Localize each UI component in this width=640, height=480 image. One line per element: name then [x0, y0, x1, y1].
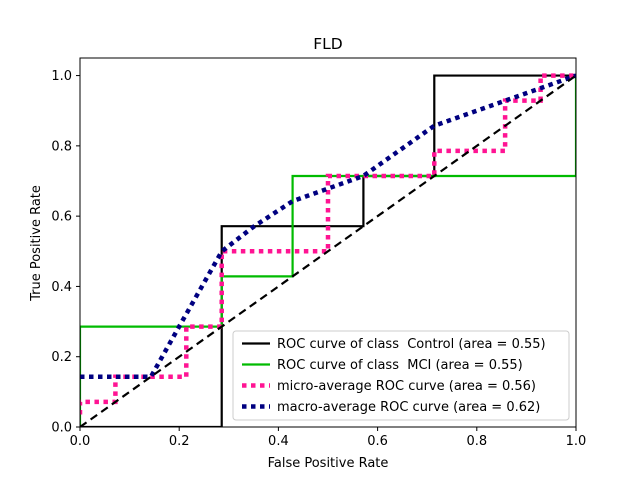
y-tick-label: 0.4 [51, 280, 72, 295]
series-line-3 [80, 73, 576, 379]
legend: ROC curve of class Control (area = 0.55)… [232, 330, 570, 421]
series-line-0 [80, 74, 576, 427]
x-tick-label: 0.4 [268, 434, 289, 449]
x-tick-label: 0.6 [367, 434, 388, 449]
legend-label: macro-average ROC curve (area = 0.62) [277, 400, 540, 415]
series-line-2 [80, 73, 576, 415]
y-tick-label: 0.2 [51, 350, 72, 365]
y-tick-label: 0.8 [51, 139, 72, 154]
x-tick-label: 0.0 [70, 434, 91, 449]
y-tick-label: 0.6 [51, 210, 72, 225]
axes-frame [79, 57, 577, 428]
plot-area [79, 57, 577, 428]
y-tick-label: 0.0 [51, 421, 72, 436]
y-tick-label: 1.0 [51, 69, 72, 84]
legend-label: micro-average ROC curve (area = 0.56) [277, 379, 536, 394]
legend-label: ROC curve of class MCI (area = 0.55) [277, 358, 523, 373]
chart-title: FLD [313, 35, 343, 53]
legend-label: ROC curve of class Control (area = 0.55) [277, 337, 546, 352]
series-line-1 [80, 75, 576, 427]
series-line-4 [80, 74, 576, 427]
x-tick-label: 1.0 [566, 434, 587, 449]
legend-box [232, 330, 570, 421]
x-tick-label: 0.2 [169, 434, 190, 449]
x-axis-label: False Positive Rate [268, 456, 389, 471]
x-tick-label: 0.8 [466, 434, 487, 449]
y-axis-label: True Positive Rate [29, 185, 44, 302]
axis-ticks: 0.0 0.2 0.4 0.6 0.8 1.0 0.0 0.2 0.4 0.6 0.8 1.0 [51, 69, 586, 449]
